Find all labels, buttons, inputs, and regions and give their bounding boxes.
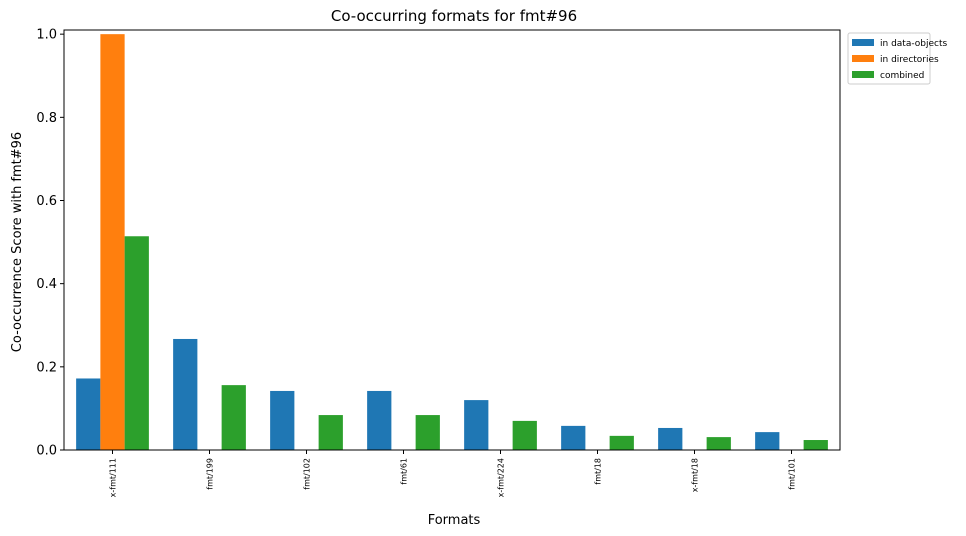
bar-combined-fmt/18 (609, 435, 634, 450)
x-tick-label: x-fmt/224 (497, 458, 506, 497)
x-tick-label: x-fmt/18 (691, 458, 700, 492)
legend-label: in data-objects (880, 39, 947, 49)
bar-combined-x-fmt/111 (124, 236, 149, 450)
y-axis-title: Co-occurrence Score with fmt#96 (10, 132, 25, 352)
bar-in-data-objects-fmt/101 (755, 432, 780, 450)
x-tick-label: fmt/102 (303, 458, 312, 490)
x-tick-label: fmt/18 (594, 458, 603, 485)
bar-in-data-objects-x-fmt/111 (76, 378, 101, 450)
bar-in-data-objects-fmt/61 (367, 390, 392, 450)
bar-combined-x-fmt/18 (706, 437, 731, 450)
legend-swatch (852, 39, 874, 46)
y-tick-label: 0.4 (36, 277, 57, 292)
bar-combined-fmt/61 (415, 415, 440, 450)
plot-frame (63, 29, 841, 451)
bar-combined-x-fmt/224 (512, 420, 537, 450)
legend-swatch (852, 55, 874, 62)
y-tick-label: 1.0 (36, 28, 57, 43)
x-tick-label: fmt/61 (400, 458, 409, 485)
y-tick-label: 0.0 (36, 444, 57, 459)
legend-label: in directories (880, 55, 939, 65)
bar-combined-fmt/101 (803, 440, 828, 450)
bar-in-data-objects-x-fmt/18 (658, 427, 683, 450)
bar-combined-fmt/199 (221, 385, 246, 450)
y-tick-label: 0.2 (36, 360, 57, 375)
plot-area (63, 29, 841, 451)
bar-in-data-objects-fmt/102 (270, 390, 295, 450)
bar-in-data-objects-x-fmt/224 (464, 400, 489, 450)
bar-in-data-objects-fmt/199 (173, 338, 198, 450)
bar-in-data-objects-fmt/18 (561, 425, 586, 450)
legend-swatch (852, 71, 874, 78)
x-axis-title: Formats (428, 513, 481, 528)
y-axis: 0.0 0.2 0.4 0.6 0.8 1.0 (36, 28, 64, 459)
x-axis: x-fmt/111 fmt/199 fmt/102 fmt/61 x-fmt/224 fm… (109, 450, 797, 497)
x-tick-label: x-fmt/111 (109, 458, 118, 497)
y-tick-label: 0.6 (36, 194, 57, 209)
legend-label: combined (880, 71, 924, 81)
y-tick-label: 0.8 (36, 111, 57, 126)
bar-in-directories-x-fmt/111 (100, 34, 125, 450)
bar-combined-fmt/102 (318, 415, 343, 450)
chart-title: Co-occurring formats for fmt#96 (331, 7, 577, 25)
x-tick-label: fmt/199 (206, 458, 215, 490)
legend: in data-objects in directories combined (847, 32, 947, 85)
x-tick-label: fmt/101 (788, 458, 797, 490)
